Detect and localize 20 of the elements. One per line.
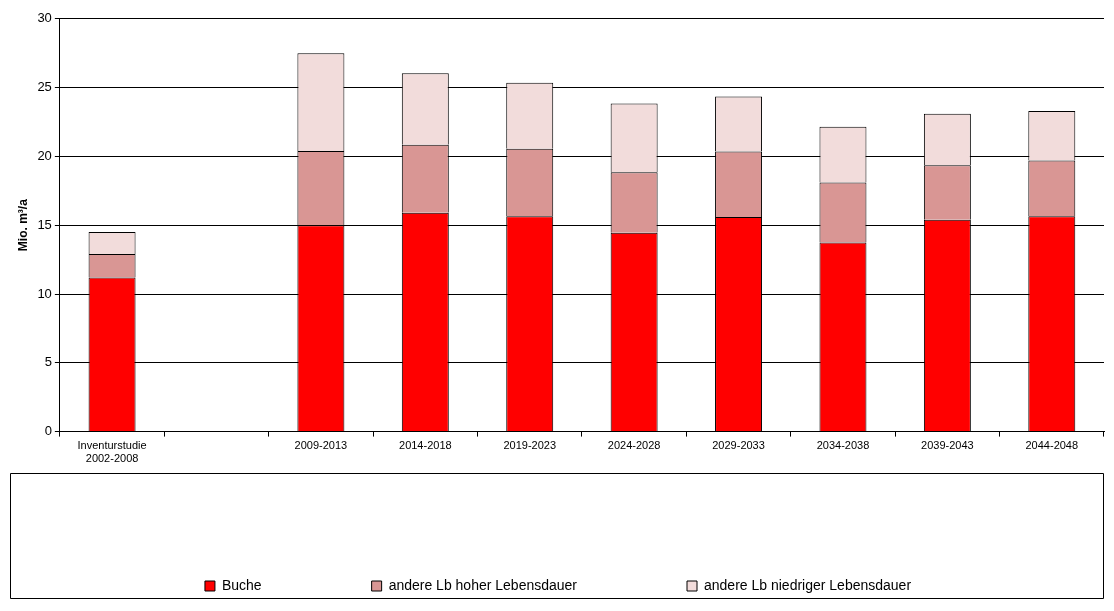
x-tick-label: 2034-2038 — [816, 439, 870, 452]
x-tick-label: 2019-2023 — [503, 439, 557, 452]
x-tick-label: 2044-2048 — [1025, 439, 1079, 452]
x-tick-label: 2024-2028 — [607, 439, 661, 452]
x-tick-label: 2039-2043 — [921, 439, 974, 452]
legend-label: Buche — [221, 576, 262, 593]
x-tick-label: Inventurstudie 2002-2008 — [77, 439, 147, 465]
x-tick-label: 2029-2033 — [712, 439, 765, 452]
legend-label: andere Lb niedriger Lebensdauer — [704, 576, 912, 593]
y-axis-title: Mio. m³/a — [15, 198, 30, 252]
y-tick-label: 10 — [37, 285, 52, 301]
x-tick-label: 2014-2018 — [399, 439, 452, 452]
y-tick-label: 15 — [37, 216, 52, 232]
y-tick-label: 5 — [44, 354, 52, 370]
x-tick-label: 2009-2013 — [294, 439, 348, 452]
y-tick-label: 25 — [37, 79, 52, 95]
legend-label: andere Lb hoher Lebensdauer — [388, 576, 578, 593]
y-tick-label: 30 — [37, 10, 52, 26]
y-tick-label: 20 — [37, 147, 52, 163]
y-tick-label: 0 — [44, 423, 52, 439]
